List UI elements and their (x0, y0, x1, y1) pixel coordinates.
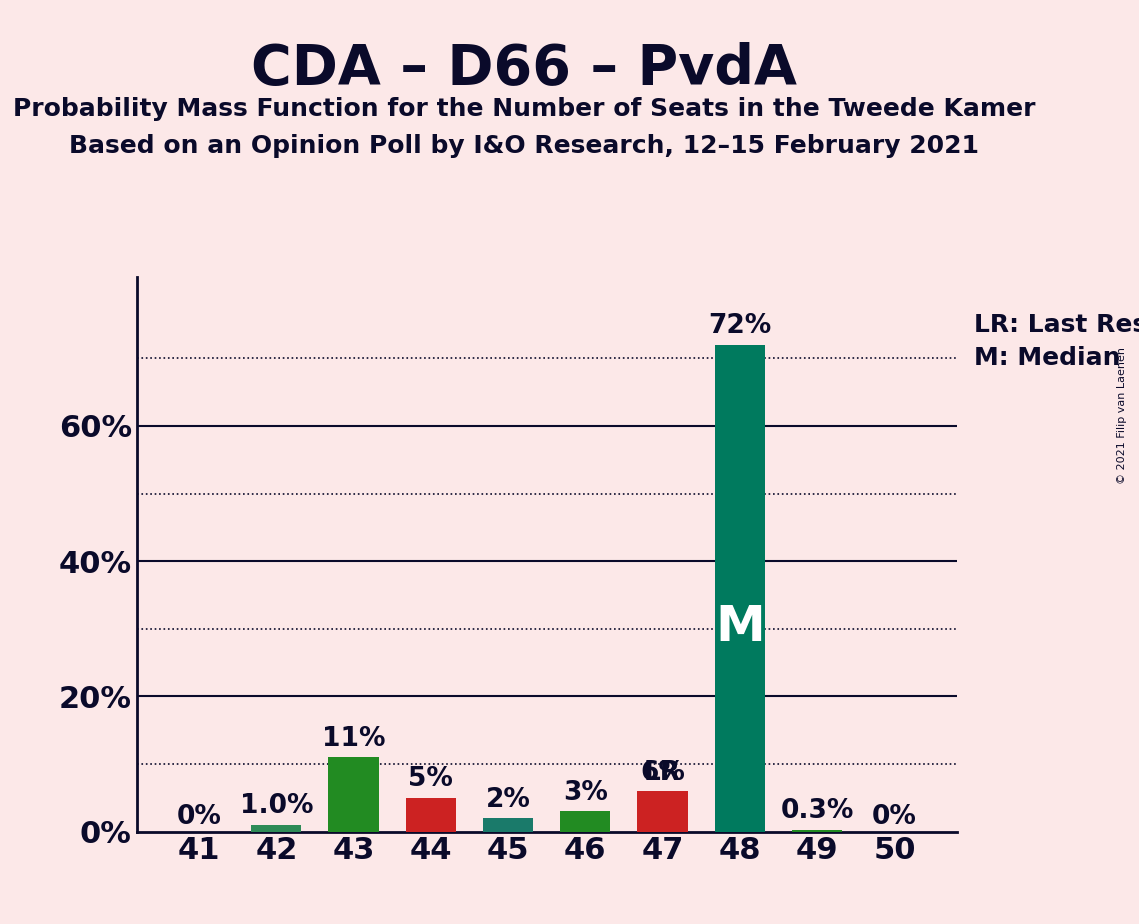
Bar (560, 811, 611, 832)
Text: 2%: 2% (485, 786, 531, 813)
Text: LR: LR (645, 760, 681, 785)
Text: Probability Mass Function for the Number of Seats in the Tweede Kamer: Probability Mass Function for the Number… (13, 97, 1035, 121)
Text: 0%: 0% (872, 804, 917, 830)
Text: 0.3%: 0.3% (780, 798, 854, 824)
Text: 72%: 72% (708, 313, 771, 339)
Text: Based on an Opinion Poll by I&O Research, 12–15 February 2021: Based on an Opinion Poll by I&O Research… (69, 134, 978, 158)
Text: 5%: 5% (409, 766, 453, 793)
Text: 6%: 6% (640, 760, 685, 785)
Bar (638, 791, 688, 832)
Text: M: M (715, 603, 764, 651)
Text: LR: Last Result: LR: Last Result (974, 312, 1139, 336)
Bar (328, 758, 378, 832)
Bar (252, 825, 302, 832)
Bar (483, 818, 533, 832)
Text: 3%: 3% (563, 780, 608, 806)
Text: 0%: 0% (177, 804, 221, 830)
Bar (792, 830, 842, 832)
Bar (405, 797, 456, 832)
Text: 1.0%: 1.0% (239, 794, 313, 820)
Bar (715, 345, 765, 832)
Text: CDA – D66 – PvdA: CDA – D66 – PvdA (251, 42, 797, 95)
Text: 11%: 11% (322, 726, 385, 752)
Text: M: Median: M: Median (974, 346, 1121, 371)
Text: © 2021 Filip van Laenen: © 2021 Filip van Laenen (1117, 347, 1126, 484)
